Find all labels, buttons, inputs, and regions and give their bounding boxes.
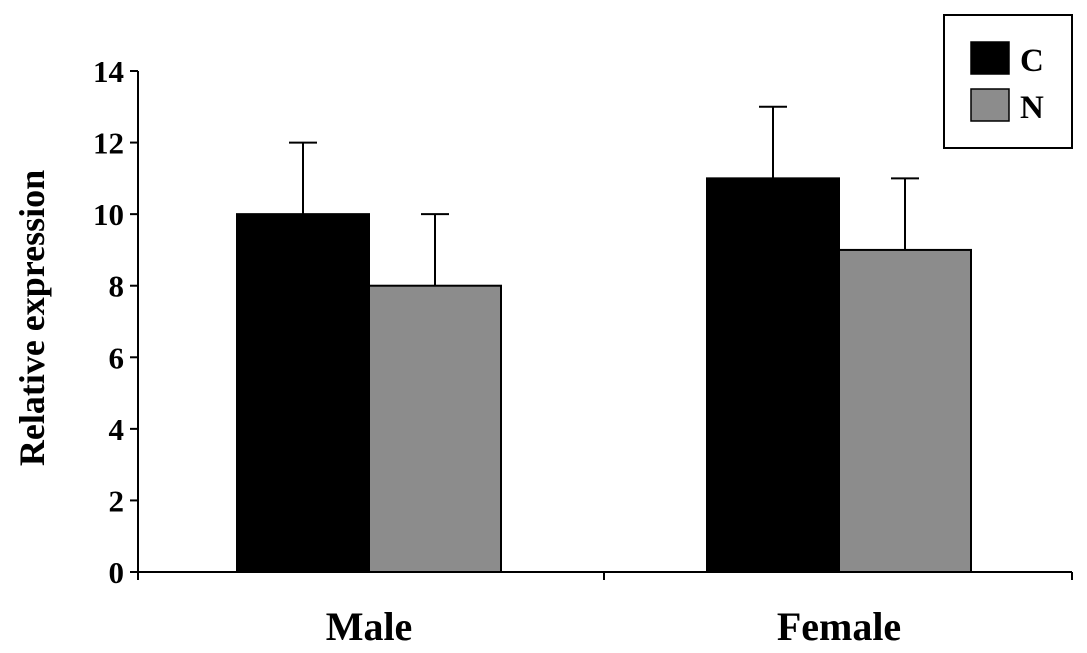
x-category-label-male: Male	[326, 604, 413, 649]
y-axis-title: Relative expression	[12, 170, 52, 466]
bar-female-n	[838, 248, 972, 574]
legend-label-c: C	[1020, 43, 1044, 79]
y-tick-label-14: 14	[93, 54, 124, 89]
bar-female-c	[706, 177, 840, 573]
legend-swatch-c	[970, 41, 1010, 75]
y-tick-label-8: 8	[109, 269, 125, 304]
y-tick-label-4: 4	[109, 412, 125, 447]
y-tick-label-0: 0	[109, 555, 125, 590]
y-tick-label-2: 2	[109, 483, 125, 518]
y-tick-label-12: 12	[93, 126, 124, 161]
x-category-label-female: Female	[777, 604, 901, 649]
legend-swatch-n	[970, 88, 1010, 122]
bar-male-n	[368, 284, 502, 573]
legend-label-n: N	[1020, 90, 1044, 126]
y-tick-label-10: 10	[93, 197, 124, 232]
legend-box	[943, 14, 1073, 149]
y-tick-label-6: 6	[109, 340, 125, 375]
bar-male-c	[236, 213, 370, 573]
legend: C N	[943, 14, 1073, 149]
plot-area: 0 2 4 6 8 10 12 14 Male Female	[93, 54, 1073, 649]
